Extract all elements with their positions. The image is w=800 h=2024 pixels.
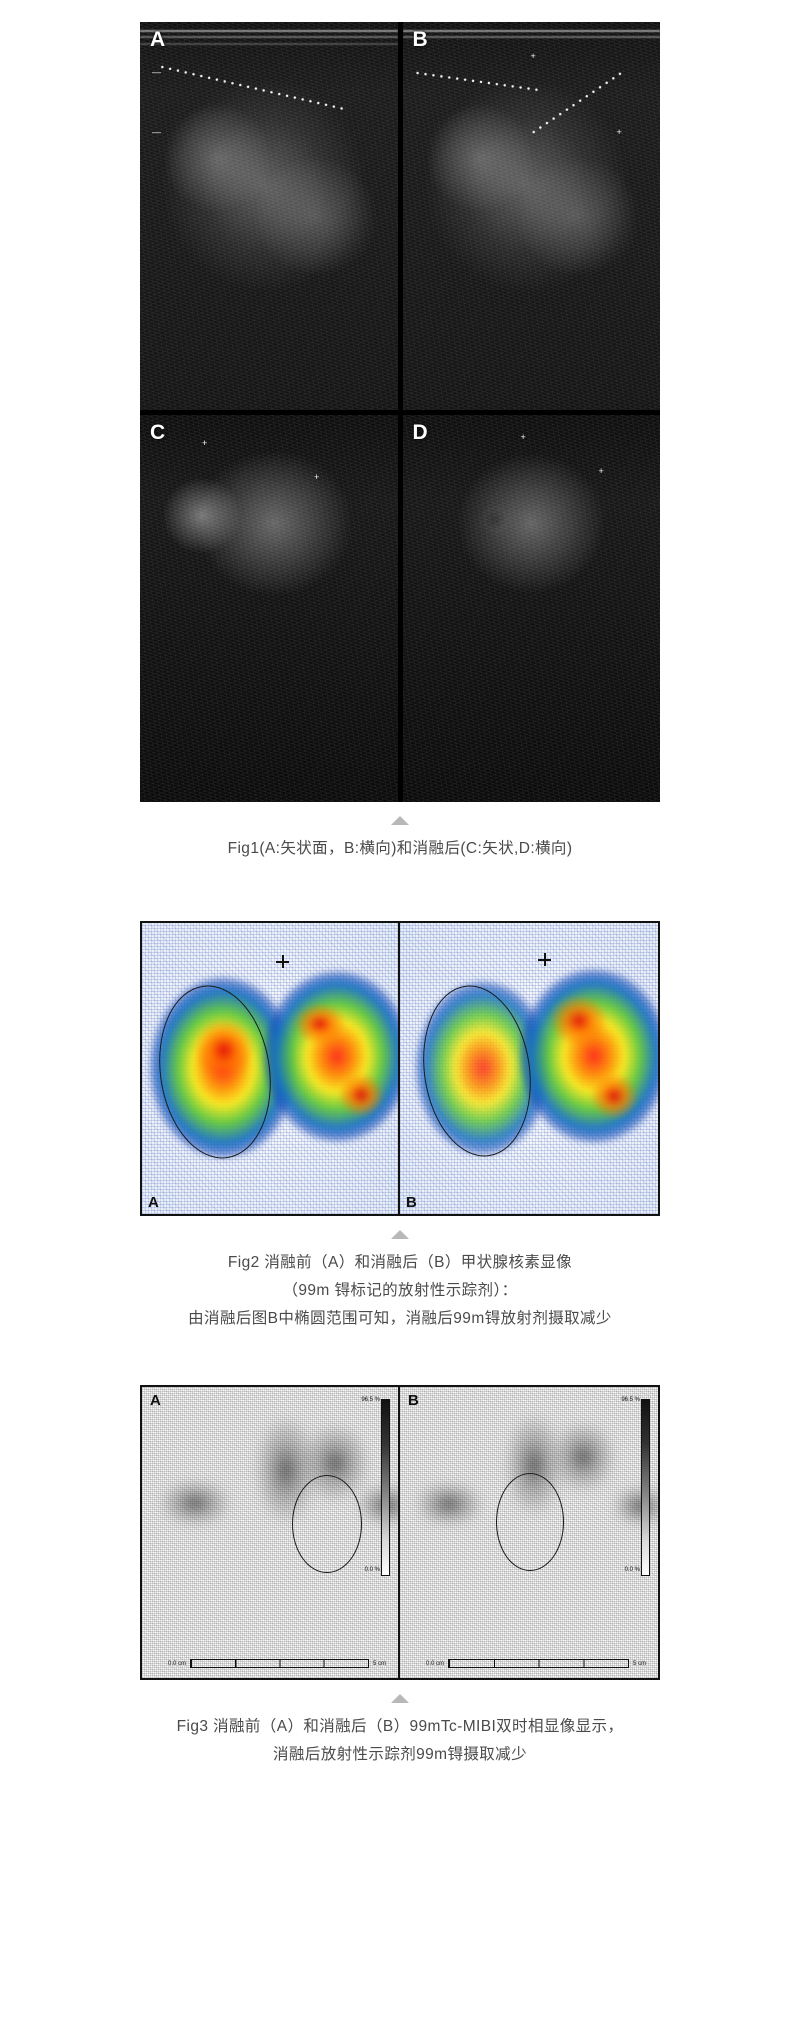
panel-letter-c: C (150, 420, 166, 444)
uptake-region (356, 1483, 398, 1527)
ultrasound-panel-c: + + C (140, 414, 398, 802)
figure-3: 96.5 % 0.0 % 0.0 cm 5 cm A 96.5 % 0.0 % (0, 1333, 800, 1769)
panel-letter-b: B (406, 1194, 417, 1211)
ultrasound-panel-a: — — A (140, 22, 398, 410)
caliper-mark: — (152, 67, 161, 77)
colorbar-high-label: 96.5 % (621, 1397, 640, 1403)
panel-letter-b: B (408, 1392, 419, 1409)
ruler-end-label: 5 cm (632, 1660, 646, 1667)
ruler-end-label: 5 cm (372, 1660, 386, 1667)
ruler-start-label: 0.0 cm (168, 1660, 187, 1667)
hot-spot (294, 1003, 346, 1045)
figure-3-image: 96.5 % 0.0 % 0.0 cm 5 cm A 96.5 % 0.0 % (140, 1385, 660, 1680)
uptake-region (414, 1481, 484, 1527)
figure-1-caption-line-1: Fig1(A:矢状面，B:横向)和消融后(C:矢状,D:横向) (227, 840, 573, 857)
figure-1-marker (391, 816, 409, 825)
roi-ellipse-a (292, 1475, 362, 1573)
crosshair-marker (538, 953, 551, 966)
thyroid-lobe-right (262, 969, 398, 1144)
colorbar-low-label: 0.0 % (364, 1567, 380, 1573)
hot-spot (338, 1073, 384, 1117)
ruler-bar (448, 1659, 629, 1668)
ruler: 0.0 cm 5 cm (426, 1659, 646, 1668)
panel-letter-a: A (150, 1392, 161, 1409)
ruler-bar (190, 1659, 369, 1668)
panel-letter-d: D (412, 420, 428, 444)
panel-letter-a: A (148, 1194, 159, 1211)
ruler: 0.0 cm 5 cm (168, 1659, 386, 1668)
figure-2-image: A B (140, 921, 660, 1216)
caliper-mark: + (598, 465, 604, 476)
ruler-start-label: 0.0 cm (426, 1660, 445, 1667)
colorbar-low-label: 0.0 % (624, 1567, 640, 1573)
uptake-region (158, 1479, 232, 1527)
mibi-panel-a: 96.5 % 0.0 % 0.0 cm 5 cm A (142, 1387, 400, 1678)
caliper-mark: + (530, 51, 536, 61)
speckle-texture (140, 22, 398, 410)
figure-3-caption-line-1: Fig3 消融前（A）和消融后（B）99mTc-MIBI双时相显像显示， (176, 1718, 624, 1735)
speckle-texture (402, 22, 660, 410)
roi-ellipse-b (496, 1473, 564, 1571)
speckle-texture (140, 414, 398, 802)
ultrasound-panel-d: + + D (402, 414, 660, 802)
panel-letter-b: B (412, 28, 428, 51)
fascia-line (140, 43, 398, 45)
figure-2-caption: Fig2 消融前（A）和消融后（B）甲状腺核素显像 （99m 锝标记的放射性示踪… (0, 1249, 800, 1333)
scintigraphy-panel-a: A (142, 923, 400, 1214)
figure-1-caption: Fig1(A:矢状面，B:横向)和消融后(C:矢状,D:横向) (0, 835, 800, 863)
figure-3-marker (391, 1694, 409, 1703)
caliper-mark: + (314, 471, 320, 482)
crosshair-marker (276, 955, 289, 968)
intensity-colorbar (641, 1399, 650, 1576)
caliper-mark: — (152, 127, 161, 137)
uptake-region (612, 1485, 658, 1527)
caliper-mark: + (616, 127, 622, 137)
fascia-line (140, 30, 398, 32)
intensity-colorbar (381, 1399, 390, 1576)
figure-2-caption-line-2: （99m 锝标记的放射性示踪剂）： (282, 1282, 518, 1299)
figure-2: A B Fig2 消融前（A）和消融后（B）甲状腺核素显像 （99m 锝标记的放… (0, 863, 800, 1333)
ultrasound-panel-b: + + B (402, 22, 660, 410)
hot-spot (550, 995, 608, 1047)
fascia-line (140, 36, 398, 38)
caliper-mark: + (202, 437, 208, 448)
hot-spot (590, 1073, 638, 1119)
fascia-line (402, 30, 660, 32)
thyroid-lobe-right (518, 967, 658, 1145)
figure-3-caption: Fig3 消融前（A）和消融后（B）99mTc-MIBI双时相显像显示， 消融后… (0, 1713, 800, 1769)
figure-2-caption-line-3: 由消融后图B中椭圆范围可知，消融后99m锝放射剂摄取减少 (188, 1310, 612, 1327)
figure-3-caption-line-2: 消融后放射性示踪剂99m锝摄取减少 (273, 1746, 527, 1763)
figure-1-image: — — A + + B + + C + (140, 22, 660, 802)
speckle-texture (402, 414, 660, 802)
scintigraphy-panel-b: B (400, 923, 658, 1214)
mibi-panel-b: 96.5 % 0.0 % 0.0 cm 5 cm B (400, 1387, 658, 1678)
figure-2-caption-line-1: Fig2 消融前（A）和消融后（B）甲状腺核素显像 (227, 1254, 573, 1271)
caliper-mark: + (520, 431, 526, 442)
uptake-region (550, 1421, 616, 1493)
colorbar-high-label: 96.5 % (361, 1397, 380, 1403)
panel-letter-a: A (150, 28, 166, 51)
figure-2-marker (391, 1230, 409, 1239)
figure-1: — — A + + B + + C + (0, 0, 800, 863)
hot-spot (194, 1019, 254, 1081)
fascia-line (402, 36, 660, 38)
